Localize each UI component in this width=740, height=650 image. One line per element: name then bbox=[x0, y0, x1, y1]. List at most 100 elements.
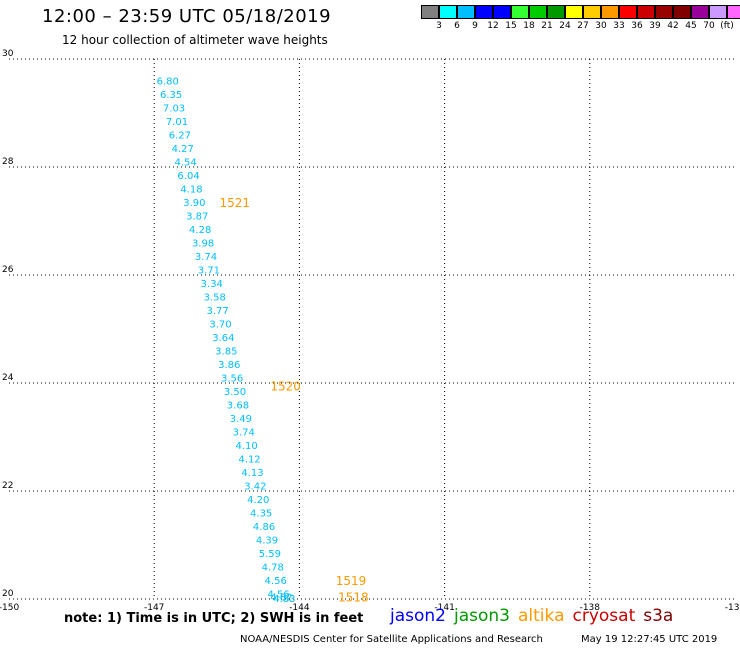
swh-point-label: 4.12 bbox=[238, 455, 260, 466]
swh-point-label: 4.13 bbox=[241, 468, 263, 479]
swh-point-label: 4.56 bbox=[267, 590, 289, 601]
color-swatch bbox=[637, 5, 655, 19]
color-swatch bbox=[727, 5, 740, 19]
swh-point-label: 4.54 bbox=[175, 158, 197, 169]
color-swatch bbox=[529, 5, 547, 19]
y-tick-label: 20 bbox=[2, 589, 14, 599]
swh-point-label: 3.58 bbox=[204, 293, 226, 304]
color-scale-label: 6 bbox=[454, 21, 460, 31]
swh-point-label: 3.70 bbox=[209, 320, 231, 331]
swh-point-label: 4.56 bbox=[265, 576, 287, 587]
swh-point-label: 6.80 bbox=[157, 77, 179, 88]
color-scale-label: 30 bbox=[595, 21, 607, 31]
pass-time-label: 1521 bbox=[220, 196, 251, 210]
swh-point-label: 3.42 bbox=[244, 482, 266, 493]
swh-point-label: 3.34 bbox=[201, 279, 223, 290]
color-scale-label: 27 bbox=[577, 21, 589, 31]
color-scale-label: 70 bbox=[703, 21, 715, 31]
footer-timestamp: May 19 12:27:45 UTC 2019 bbox=[581, 634, 718, 645]
color-swatch bbox=[475, 5, 493, 19]
swh-point-label: 6.35 bbox=[160, 90, 182, 101]
swh-point-label: 4.39 bbox=[256, 536, 278, 547]
color-swatch bbox=[583, 5, 601, 19]
y-tick-label: 26 bbox=[2, 265, 14, 275]
color-swatch bbox=[601, 5, 619, 19]
color-scale-label: 45 bbox=[685, 21, 697, 31]
color-scale-label: 33 bbox=[613, 21, 625, 31]
color-scale-label: 9 bbox=[472, 21, 478, 31]
swh-point-label: 3.87 bbox=[186, 212, 208, 223]
y-tick-label: 28 bbox=[2, 157, 14, 167]
color-swatch bbox=[439, 5, 457, 19]
swh-point-label: 3.74 bbox=[195, 252, 217, 263]
swh-point-label: 4.35 bbox=[250, 509, 272, 520]
color-swatch bbox=[547, 5, 565, 19]
satellite-label: s3a bbox=[643, 606, 674, 626]
chart-title: 12:00 – 23:59 UTC 05/18/2019 bbox=[42, 6, 332, 27]
swh-point-label: 3.68 bbox=[227, 401, 249, 412]
y-tick-label: 24 bbox=[2, 373, 14, 383]
swh-point-label: 3.90 bbox=[183, 198, 205, 209]
swh-point-label: 4.27 bbox=[172, 144, 194, 155]
chart-subtitle: 12 hour collection of altimeter wave hei… bbox=[62, 33, 328, 47]
footer-note: note: 1) Time is in UTC; 2) SWH is in fe… bbox=[64, 611, 364, 626]
x-tick-label: -135 bbox=[725, 603, 740, 613]
color-swatch bbox=[691, 5, 709, 19]
color-scale-label: 21 bbox=[541, 21, 553, 31]
color-scale-label: 18 bbox=[523, 21, 535, 31]
swh-point-label: 3.71 bbox=[198, 266, 220, 277]
x-tick-label: -138 bbox=[580, 603, 601, 613]
satellite-label: jason2 bbox=[390, 606, 446, 626]
y-tick-label: 30 bbox=[2, 49, 14, 59]
color-swatch bbox=[709, 5, 727, 19]
color-swatch bbox=[511, 5, 529, 19]
swh-point-label: 4.10 bbox=[236, 441, 258, 452]
x-tick-label: -150 bbox=[0, 603, 19, 613]
satellite-label: jason3 bbox=[454, 606, 510, 626]
swh-point-label: 3.98 bbox=[192, 239, 214, 250]
swh-point-label: 4.86 bbox=[253, 522, 275, 533]
swh-point-label: 3.49 bbox=[230, 414, 252, 425]
color-scale-label: 36 bbox=[631, 21, 643, 31]
swh-point-label: 6.04 bbox=[177, 171, 199, 182]
color-scale-label: (ft) bbox=[720, 21, 734, 31]
swh-point-label: 3.74 bbox=[233, 428, 255, 439]
color-swatch bbox=[565, 5, 583, 19]
swh-point-label: 3.86 bbox=[218, 360, 240, 371]
swh-point-label: 4.82 bbox=[270, 592, 292, 603]
swh-point-label: 4.18 bbox=[180, 185, 202, 196]
swh-point-label: 4.28 bbox=[189, 225, 211, 236]
swh-point-label: 3.77 bbox=[206, 306, 228, 317]
swh-point-label: 7.01 bbox=[166, 117, 188, 128]
color-scale-label: 42 bbox=[667, 21, 679, 31]
swh-point-label: 4.83 bbox=[273, 594, 295, 605]
swh-point-label: 7.03 bbox=[163, 104, 185, 115]
color-scale-label: 15 bbox=[505, 21, 517, 31]
x-tick-label: -147 bbox=[144, 603, 164, 613]
satellite-legend: jason2 jason3 altika cryosat s3a bbox=[390, 606, 681, 626]
y-tick-label: 22 bbox=[2, 481, 13, 491]
pass-time-label: 1520 bbox=[270, 380, 301, 394]
color-swatch bbox=[619, 5, 637, 19]
x-tick-label: -144 bbox=[289, 603, 310, 613]
color-swatch bbox=[673, 5, 691, 19]
color-scale-label: 3 bbox=[436, 21, 442, 31]
color-scale-label: 12 bbox=[487, 21, 499, 31]
color-scale-label: 24 bbox=[559, 21, 571, 31]
swh-point-label: 4.78 bbox=[262, 563, 284, 574]
swh-point-label: 6.27 bbox=[169, 131, 191, 142]
x-tick-label: -141 bbox=[434, 603, 454, 613]
color-scale-label: 39 bbox=[649, 21, 661, 31]
swh-point-label: 4.20 bbox=[247, 495, 269, 506]
footer-credit: NOAA/NESDIS Center for Satellite Applica… bbox=[240, 634, 543, 645]
pass-time-label: 1518 bbox=[338, 590, 369, 604]
color-swatch bbox=[457, 5, 475, 19]
swh-point-label: 5.59 bbox=[259, 549, 281, 560]
color-swatch bbox=[421, 5, 439, 19]
color-scale bbox=[421, 5, 740, 19]
pass-time-label: 1519 bbox=[336, 574, 367, 588]
swh-point-label: 3.64 bbox=[212, 333, 234, 344]
swh-point-label: 3.56 bbox=[221, 374, 243, 385]
swh-point-label: 3.50 bbox=[224, 387, 246, 398]
